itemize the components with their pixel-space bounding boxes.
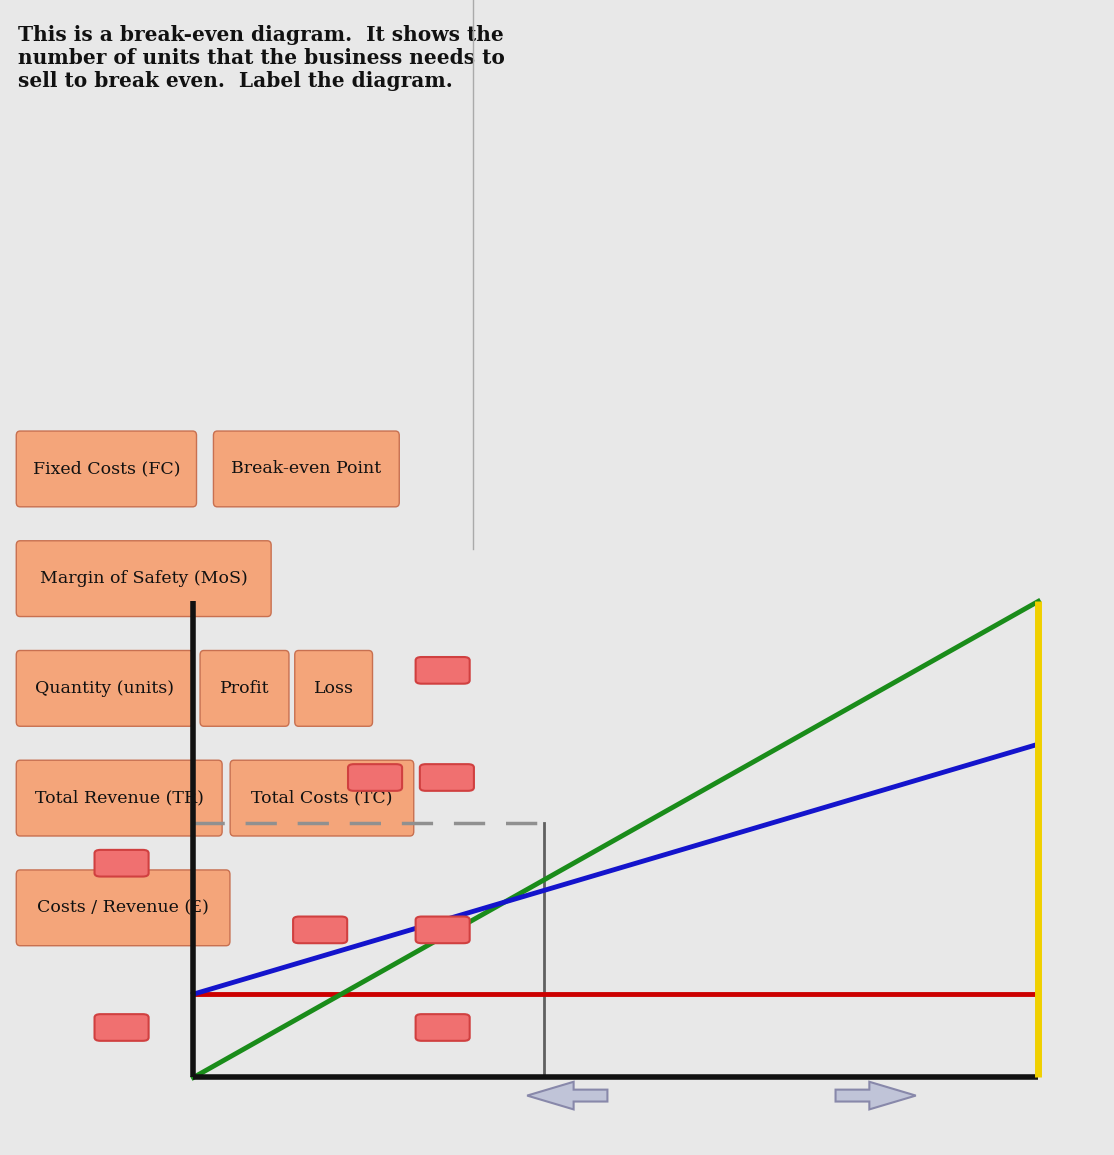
FancyBboxPatch shape: [95, 1014, 148, 1041]
FancyBboxPatch shape: [295, 650, 372, 726]
FancyArrow shape: [527, 1082, 607, 1110]
Text: Total Revenue (TR): Total Revenue (TR): [35, 790, 204, 806]
FancyBboxPatch shape: [95, 850, 148, 877]
FancyBboxPatch shape: [214, 431, 399, 507]
FancyBboxPatch shape: [231, 760, 413, 836]
Text: Loss: Loss: [314, 680, 353, 696]
Text: Costs / Revenue (£): Costs / Revenue (£): [37, 900, 209, 916]
Text: Quantity (units): Quantity (units): [36, 680, 174, 696]
FancyBboxPatch shape: [416, 657, 470, 684]
Text: Fixed Costs (FC): Fixed Costs (FC): [32, 461, 180, 477]
FancyArrow shape: [836, 1082, 916, 1110]
FancyBboxPatch shape: [17, 760, 222, 836]
FancyBboxPatch shape: [17, 650, 193, 726]
FancyBboxPatch shape: [416, 1014, 470, 1041]
Text: Total Costs (TC): Total Costs (TC): [251, 790, 393, 806]
FancyBboxPatch shape: [17, 870, 229, 946]
FancyBboxPatch shape: [17, 431, 196, 507]
FancyBboxPatch shape: [348, 765, 402, 791]
Text: Break-even Point: Break-even Point: [232, 461, 381, 477]
FancyBboxPatch shape: [420, 765, 473, 791]
Text: Margin of Safety (MoS): Margin of Safety (MoS): [40, 571, 247, 587]
FancyBboxPatch shape: [416, 917, 470, 944]
Text: This is a break-even diagram.  It shows the
number of units that the business ne: This is a break-even diagram. It shows t…: [18, 24, 505, 91]
FancyBboxPatch shape: [201, 650, 289, 726]
Text: Profit: Profit: [219, 680, 270, 696]
FancyBboxPatch shape: [17, 541, 271, 617]
FancyBboxPatch shape: [293, 917, 348, 944]
